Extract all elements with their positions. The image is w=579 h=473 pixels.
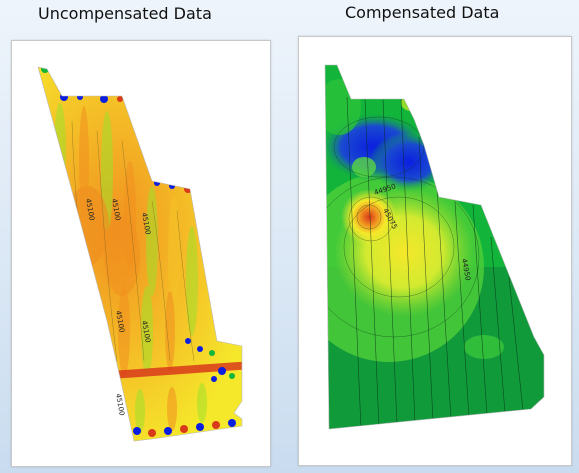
uncompensated-field [38, 67, 242, 441]
uncompensated-map: 45100 45100 45100 45100 45100 45100 [11, 40, 271, 467]
contour-label: 45100 [84, 198, 96, 221]
contour-label: 45100 [114, 393, 126, 416]
compensated-map: 44950 45075 44950 [298, 36, 572, 466]
compensated-title: Compensated Data [345, 3, 500, 22]
contour-label: 45100 [140, 320, 152, 343]
uncompensated-map-canvas: 45100 45100 45100 45100 45100 45100 [37, 66, 243, 442]
contour-label: 45100 [140, 212, 152, 235]
contour-label: 44950 [460, 258, 472, 281]
compensated-field [325, 65, 544, 429]
uncompensated-title: Uncompensated Data [38, 4, 212, 23]
contour-label: 45100 [110, 198, 122, 221]
contour-label: 45100 [114, 310, 126, 333]
compensated-map-canvas: 44950 45075 44950 [324, 64, 545, 430]
